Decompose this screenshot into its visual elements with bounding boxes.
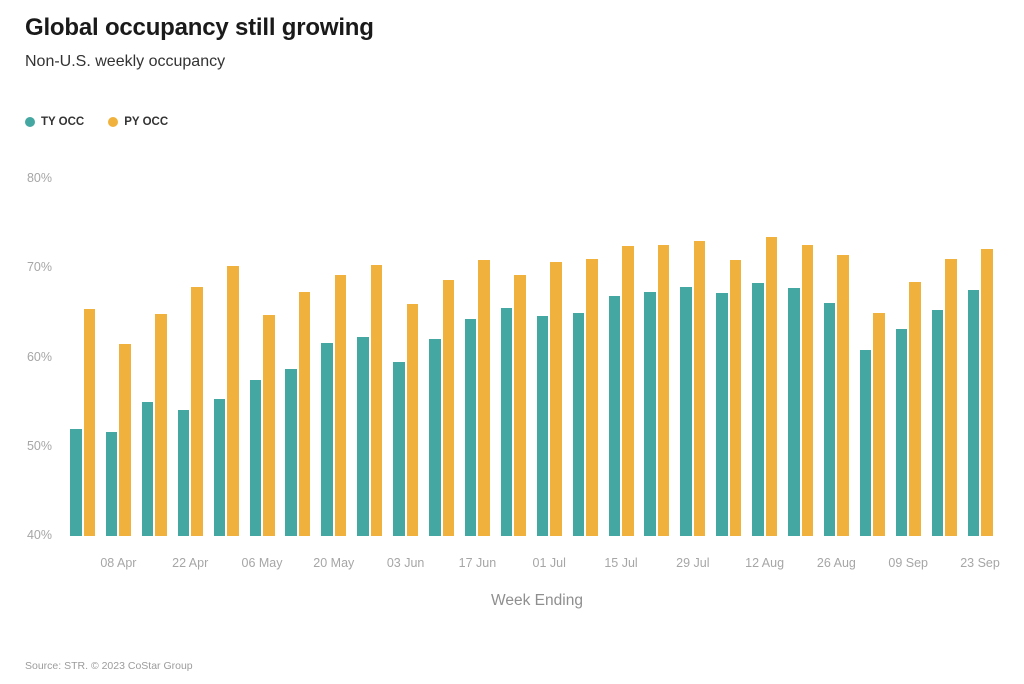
x-tick-label: 06 May — [241, 556, 283, 570]
bar-py-occ — [657, 245, 670, 536]
bar-ty-occ — [500, 308, 513, 536]
bar-py-occ — [227, 266, 239, 536]
bar-py-occ — [873, 312, 885, 536]
bar-ty-occ — [285, 369, 297, 536]
bar-ty-occ — [105, 431, 118, 536]
bar-py-occ — [370, 264, 383, 536]
bar-ty-occ — [213, 398, 226, 536]
chart-title: Global occupancy still growing — [25, 14, 374, 41]
bar-py-occ — [442, 279, 454, 536]
bar-ty-occ — [536, 316, 549, 536]
chart-subtitle: Non-U.S. weekly occupancy — [25, 53, 226, 70]
bar-ty-occ — [249, 379, 261, 536]
bar-py-occ — [693, 241, 706, 536]
x-tick-label: 09 Sep — [888, 556, 928, 570]
bar-ty-occ — [357, 336, 369, 536]
x-tick-label: 08 Apr — [100, 556, 137, 570]
legend-item-ty-occ[interactable]: TY OCC — [25, 116, 84, 128]
y-tick-label: 80% — [26, 171, 52, 185]
legend-label-py-occ: PY OCC — [124, 116, 169, 128]
bar-ty-occ — [931, 310, 944, 536]
bar-py-occ — [909, 281, 921, 536]
bar-py-occ — [263, 314, 275, 536]
bar-py-occ — [514, 275, 526, 536]
bar-ty-occ — [895, 328, 908, 536]
bar-ty-occ — [464, 319, 477, 536]
y-tick-label: 40% — [26, 528, 52, 542]
bar-py-occ — [729, 260, 742, 536]
bar-ty-occ — [608, 295, 620, 536]
y-tick-label: 50% — [26, 438, 52, 453]
bar-ty-occ — [788, 287, 800, 536]
y-tick-label: 60% — [26, 349, 52, 364]
bar-py-occ — [837, 254, 849, 536]
x-tick-label: 20 May — [313, 556, 355, 570]
y-tick-label: 70% — [26, 260, 52, 275]
legend-item-py-occ[interactable]: PY OCC — [108, 116, 168, 128]
bar-py-occ — [406, 303, 419, 536]
bar-ty-occ — [967, 289, 979, 536]
bar-ty-occ — [572, 312, 585, 536]
bar-ty-occ — [141, 402, 154, 536]
x-axis-title: Week Ending — [491, 592, 583, 609]
plot-area: 08 Apr 22 Apr 06 May 20 May 03 Jun 17 Jun 01 J… — [62, 179, 1012, 570]
bar-ty-occ — [823, 303, 836, 536]
bar-py-occ — [334, 275, 347, 536]
bar-py-occ — [119, 344, 131, 536]
bar-py-occ — [801, 245, 813, 536]
legend-label-ty-occ: TY OCC — [41, 116, 85, 128]
bar-py-occ — [765, 237, 778, 536]
bar-ty-occ — [429, 338, 441, 536]
py-occ-swatch-icon — [108, 117, 119, 127]
x-tick-label: 12 Aug — [745, 556, 785, 570]
bar-py-occ — [298, 292, 311, 536]
legend: TY OCC PY OCC — [25, 116, 168, 128]
x-tick-label: 01 Jul — [532, 556, 566, 570]
bar-py-occ — [945, 259, 957, 536]
bar-py-occ — [586, 259, 598, 536]
bar-py-occ — [83, 309, 95, 536]
bar-py-occ — [478, 260, 490, 536]
bar-ty-occ — [321, 343, 333, 536]
x-tick-label: 29 Jul — [676, 556, 710, 570]
bar-ty-occ — [680, 287, 692, 536]
bar-py-occ — [550, 262, 562, 536]
x-tick-label: 03 Jun — [386, 556, 425, 570]
bar-ty-occ — [752, 283, 764, 536]
bar-ty-occ — [177, 410, 190, 536]
bar-ty-occ — [70, 428, 82, 536]
bar-py-occ — [981, 248, 993, 536]
source-note: Source: STR. © 2023 CoStar Group — [25, 660, 193, 672]
bar-ty-occ — [859, 350, 872, 536]
bar-ty-occ — [716, 293, 728, 536]
x-tick-label: 26 Aug — [816, 556, 856, 570]
x-tick-label: 22 Apr — [172, 556, 209, 570]
x-tick-label: 15 Jul — [604, 556, 638, 570]
bar-ty-occ — [644, 292, 656, 536]
bar-py-occ — [191, 287, 203, 536]
x-tick-label: 17 Jun — [458, 556, 497, 570]
x-tick-label: 23 Sep — [960, 556, 1000, 570]
ty-occ-swatch-icon — [25, 117, 35, 127]
bar-ty-occ — [393, 361, 405, 536]
bar-py-occ — [155, 313, 167, 536]
bar-py-occ — [622, 245, 634, 536]
